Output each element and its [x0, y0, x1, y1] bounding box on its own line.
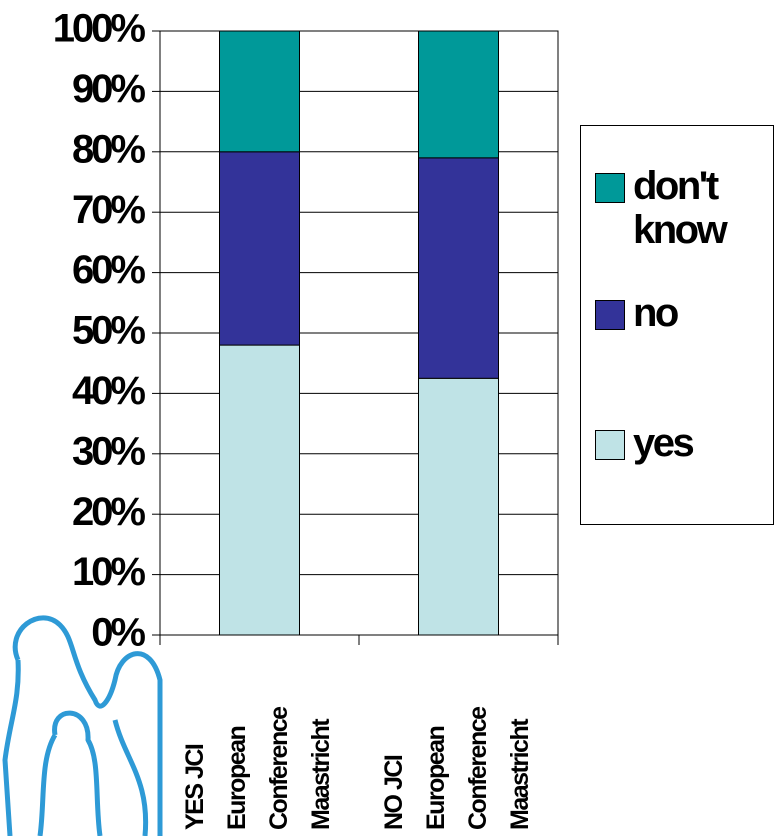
y-tick-label: 100%: [53, 7, 146, 51]
legend-label: yes: [633, 421, 695, 465]
y-tick-label: 0%: [91, 611, 145, 655]
x-tick-label: Conference: [464, 706, 492, 830]
bar-segment: [219, 151, 300, 346]
legend-swatch: [595, 173, 625, 203]
legend-swatch: [595, 300, 625, 330]
y-tick-label: 20%: [72, 490, 145, 534]
x-tick-label: Conference: [265, 706, 293, 830]
y-tick-label: 80%: [72, 127, 145, 171]
logo-outline: [37, 733, 58, 836]
logo-outline: [2, 659, 21, 836]
plot: 0% 10% 20% 30% 40% 50% 60% 70% 80% 90% 100% YES JCI…: [53, 7, 559, 830]
bar-segment: [418, 30, 499, 159]
bar-segment: [418, 157, 499, 379]
legend-swatch: [595, 430, 625, 460]
y-tick-label: 70%: [72, 188, 145, 232]
y-tick-label: 90%: [72, 67, 145, 111]
bar-segment: [219, 344, 300, 636]
y-tick-label: 30%: [72, 429, 145, 473]
x-tick-label: YES JCI: [181, 744, 209, 830]
y-tick-label: 10%: [72, 550, 145, 594]
x-tick-label: European: [422, 726, 450, 830]
legend-item: yes: [595, 421, 773, 465]
logo-outline: [112, 719, 149, 836]
legend-item: don't know: [595, 164, 773, 252]
x-tick-label: European: [223, 726, 251, 830]
bar-segment: [418, 377, 499, 636]
y-tick-label: 60%: [72, 248, 145, 292]
x-tick-label: NO JCI: [380, 755, 408, 830]
x-tick-label: Maastricht: [506, 718, 534, 830]
bar-segment: [219, 30, 300, 153]
x-tick-label: Maastricht: [307, 718, 335, 830]
logo-outline: [12, 615, 163, 836]
legend-label: don't know: [633, 164, 728, 252]
legend: don't know no yes: [580, 125, 774, 525]
logo: [2, 615, 163, 836]
legend-item: no: [595, 291, 773, 335]
y-tick-label: 40%: [72, 369, 145, 413]
logo-outline: [52, 710, 103, 836]
y-tick-label: 50%: [72, 309, 145, 353]
legend-label: no: [633, 291, 679, 335]
